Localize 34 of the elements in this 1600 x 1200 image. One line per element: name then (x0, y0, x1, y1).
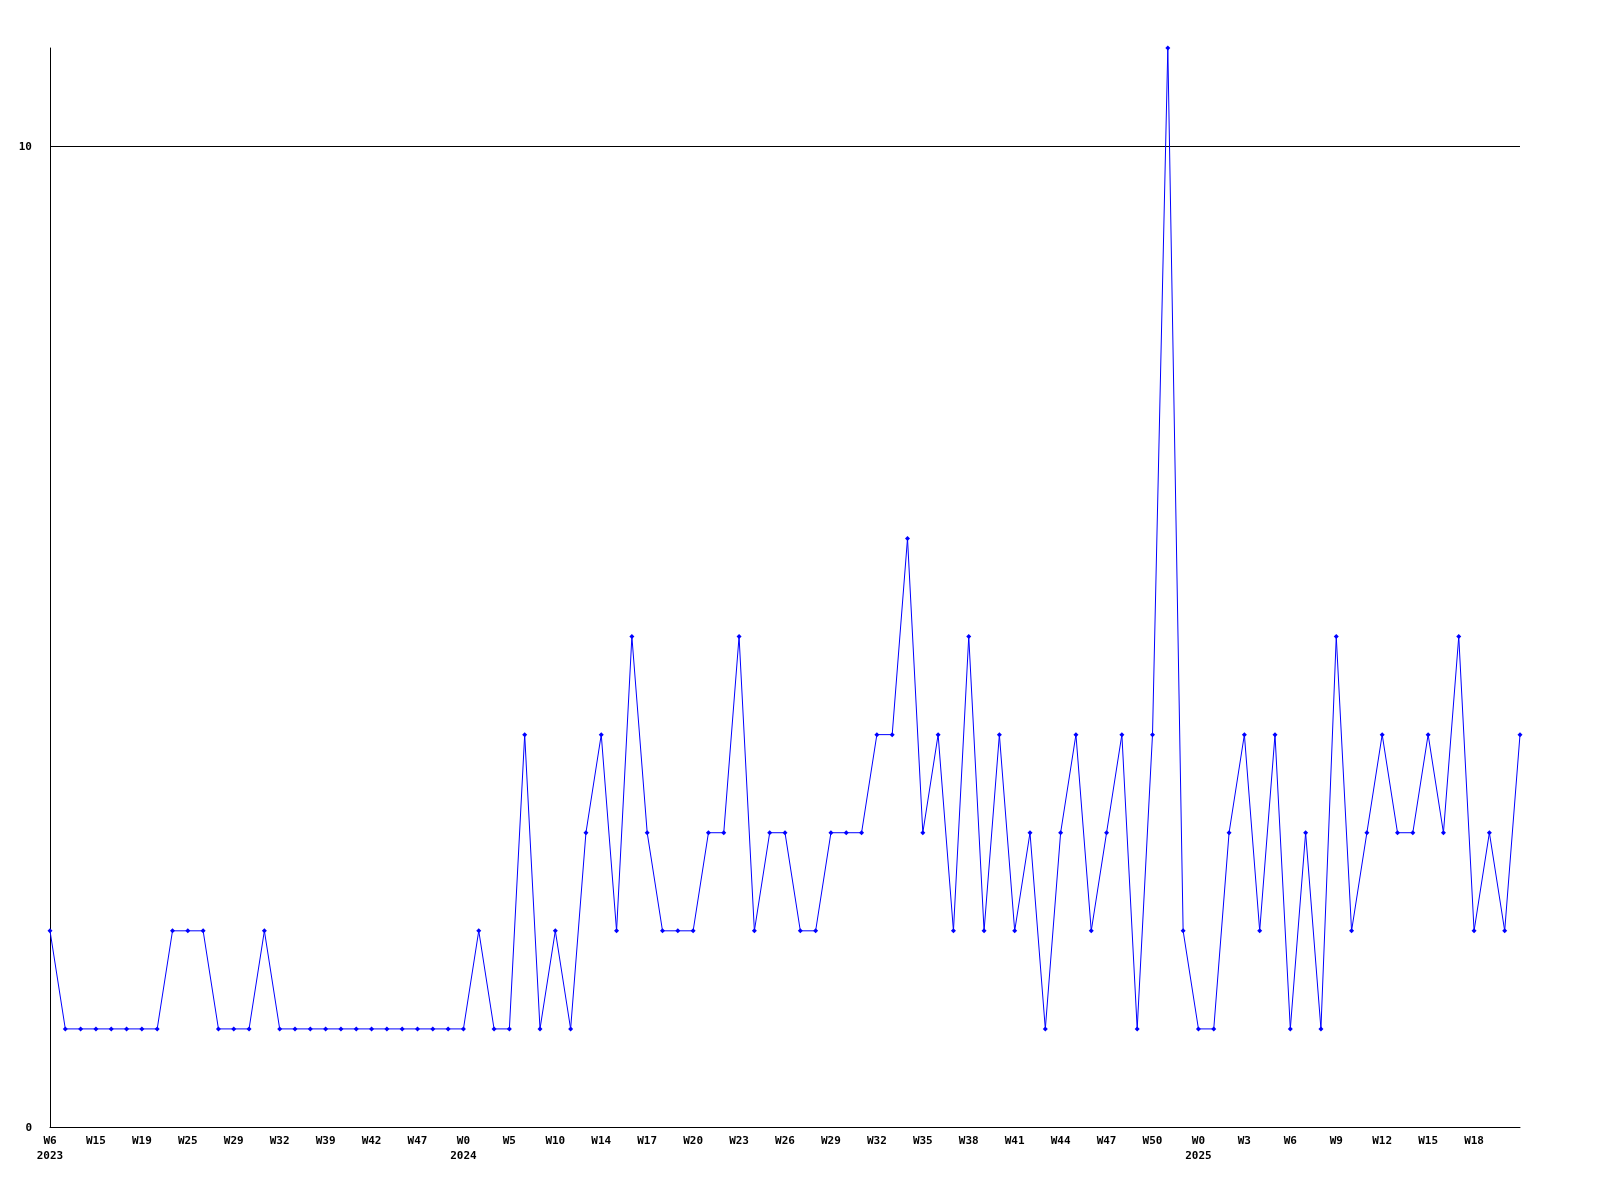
x-tick-label: W18 (1464, 1134, 1484, 1147)
x-tick-label: W35 (912, 1134, 933, 1147)
x-tick-label: W29 (821, 1134, 841, 1147)
y-tick-label: 10 (18, 139, 32, 153)
x-tick-label: W0 2025 (1185, 1134, 1212, 1162)
x-tick-label: W5 (502, 1134, 516, 1147)
x-tick-label: W20 (683, 1134, 704, 1147)
x-tick-label: W6 (1283, 1134, 1298, 1147)
x-tick-label: W39 (315, 1134, 336, 1147)
x-tick-label: W32 (269, 1134, 290, 1147)
x-tick-label: W29 (223, 1134, 244, 1147)
x-tick-label: W47 (1096, 1134, 1117, 1147)
x-tick-label: W10 (545, 1134, 566, 1147)
x-tick-label: W38 (958, 1134, 979, 1147)
x-tick-label: W50 (1142, 1134, 1163, 1147)
x-tick-label: W3 (1237, 1134, 1251, 1147)
y-tick-label: 0 (25, 1120, 32, 1134)
x-tick-label: W32 (866, 1134, 887, 1147)
x-tick-label: W19 (131, 1134, 152, 1147)
x-tick-label: W17 (637, 1134, 658, 1147)
x-tick-label: W47 (407, 1134, 428, 1147)
x-tick-label: W42 (361, 1134, 382, 1147)
x-tick-label: W12 (1372, 1134, 1393, 1147)
x-tick-label: W44 (1050, 1134, 1071, 1147)
x-tick-label: W26 (775, 1134, 796, 1147)
x-tick-label: W15 (86, 1134, 106, 1147)
x-tick-label: W9 (1329, 1134, 1343, 1147)
x-tick-label: W14 (591, 1134, 612, 1147)
x-tick-label: W23 (729, 1134, 749, 1147)
x-tick-label: W41 (1004, 1134, 1025, 1147)
x-tick-label: W6 2023 (36, 1134, 64, 1162)
x-tick-label: W0 2024 (450, 1134, 478, 1162)
x-tick-label: W15 (1418, 1134, 1439, 1147)
x-tick-label: W25 (177, 1134, 198, 1147)
